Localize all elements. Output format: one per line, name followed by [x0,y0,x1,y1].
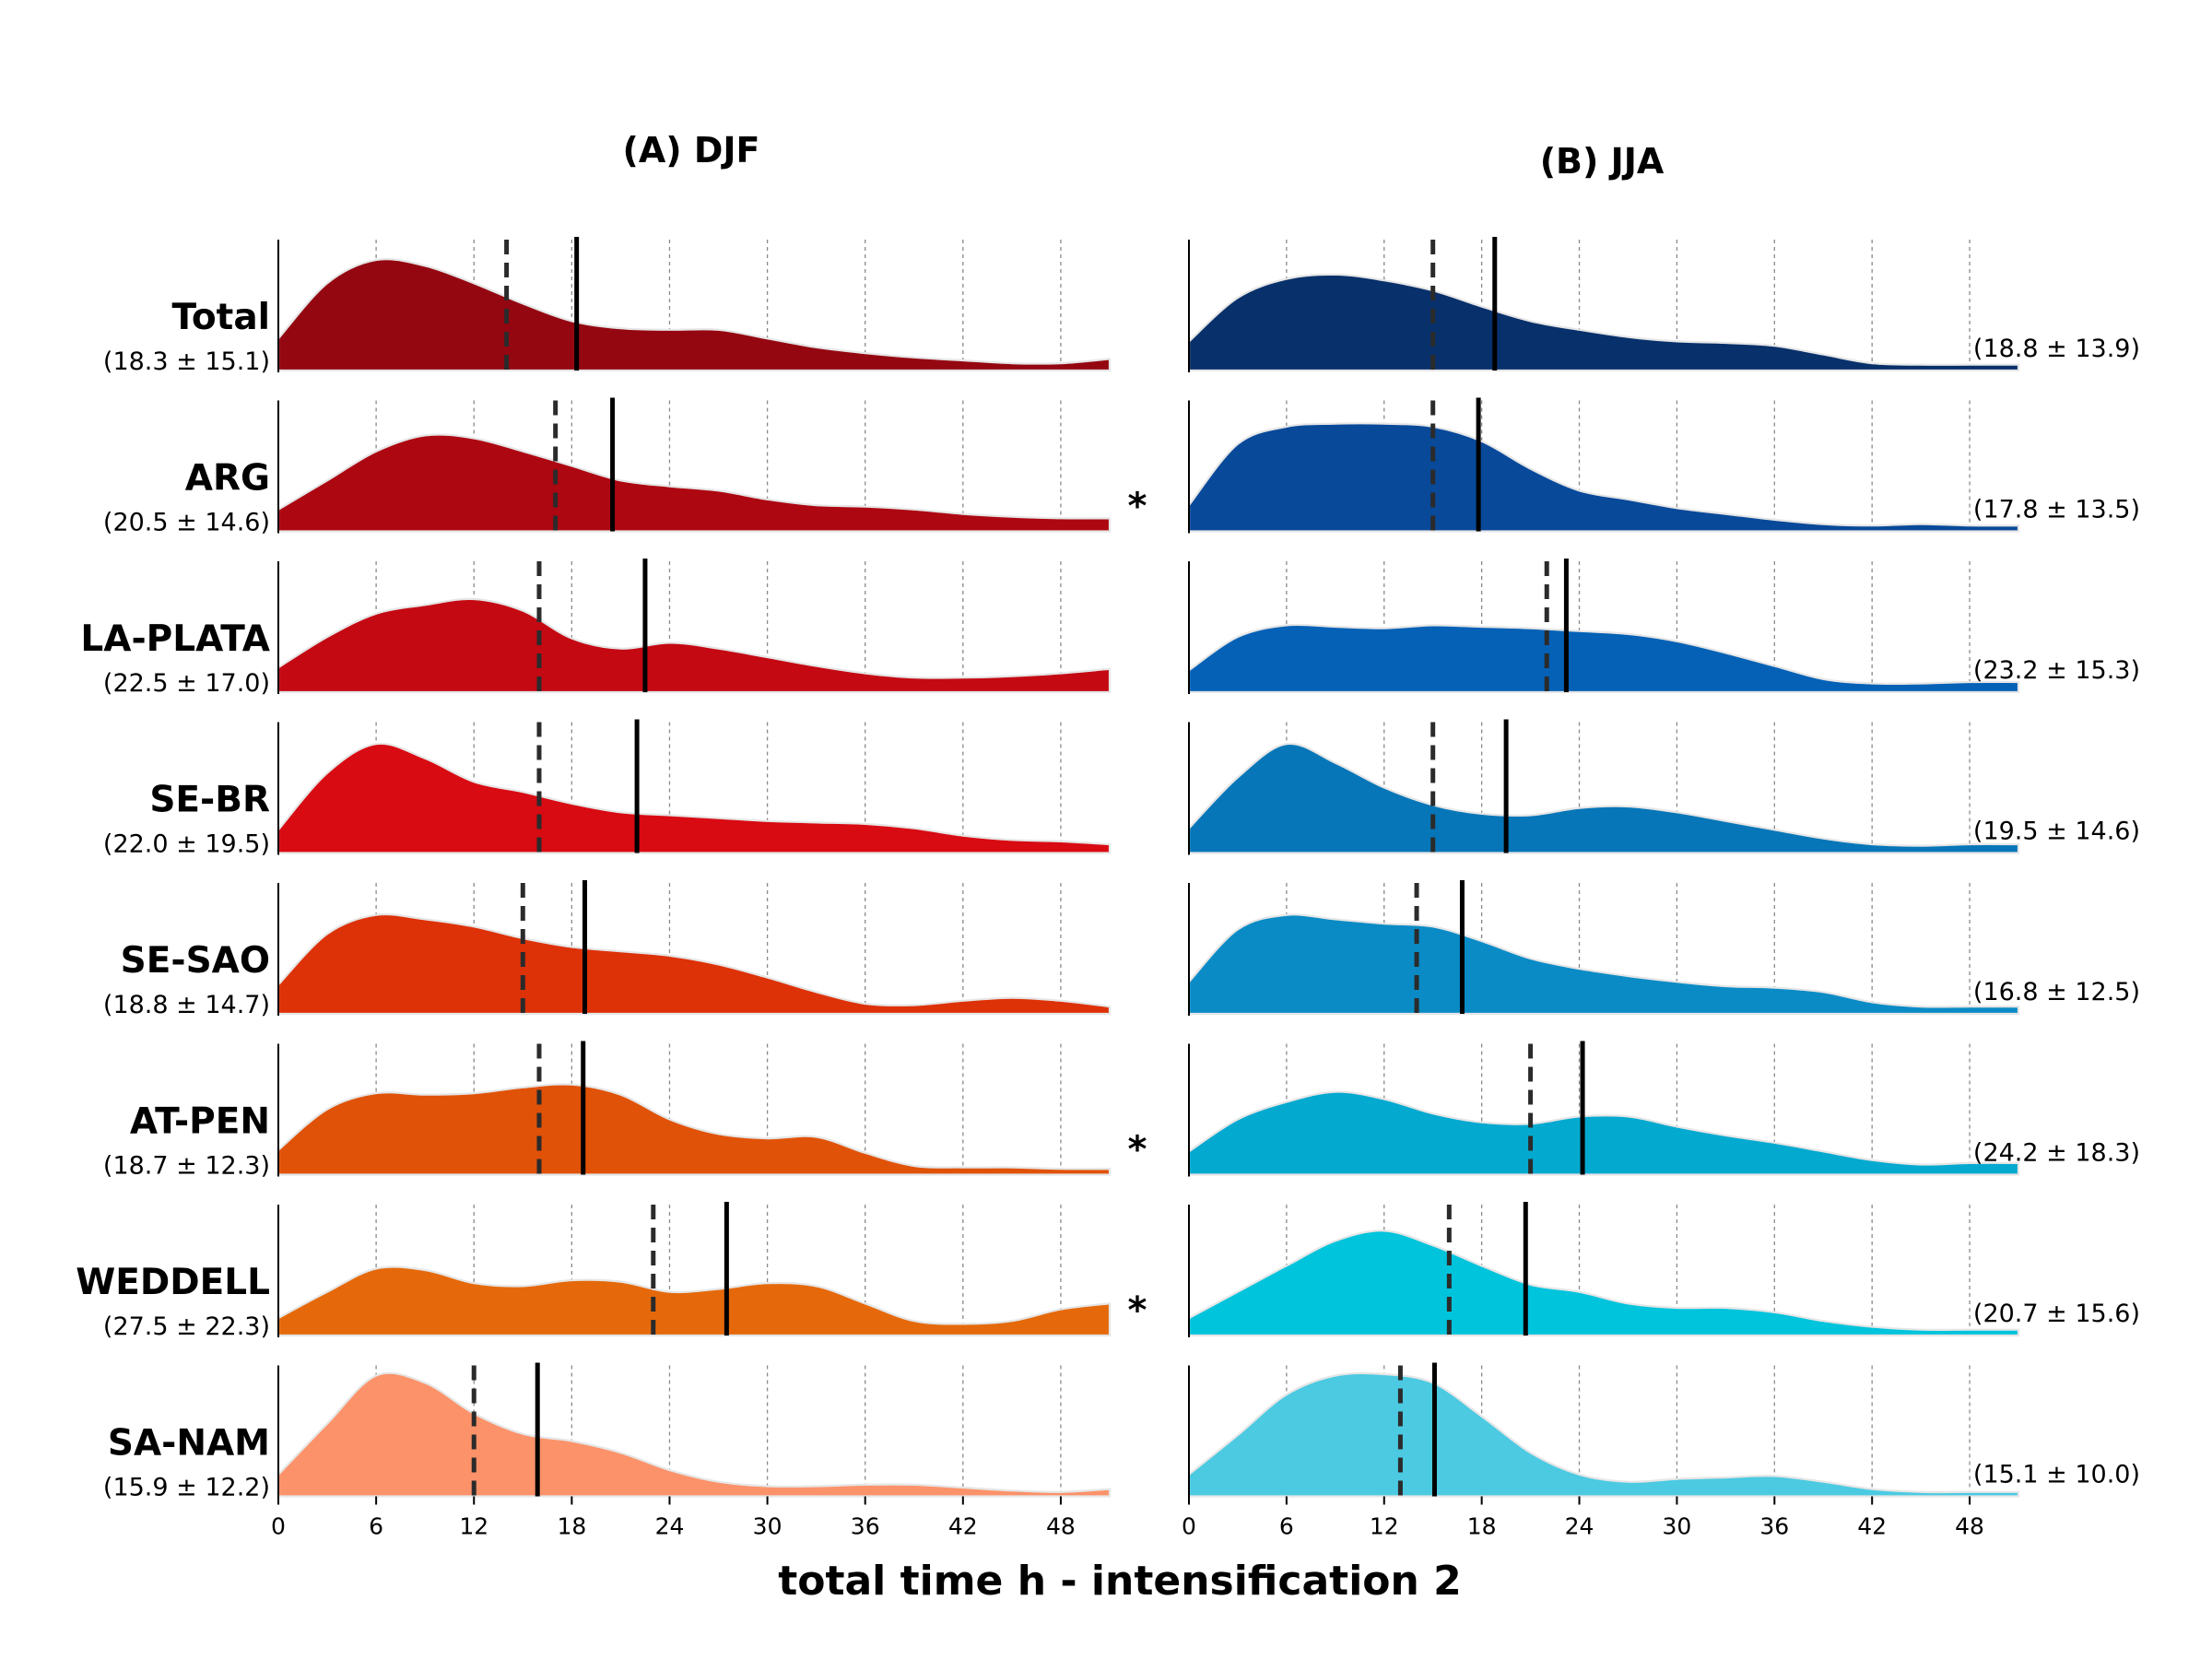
x-tick-label: 12 [1370,1513,1399,1540]
ridge-row-weddell: (20.7 ± 15.6) [1187,1202,2140,1337]
ridge-row-arg: (17.8 ± 13.5) [1187,397,2140,534]
density-area [276,597,1112,694]
panel-title: (B) JJA [1540,141,1665,182]
density-area [1187,273,2020,372]
stat-label: (19.5 ± 14.6) [1973,818,2140,846]
stat-label: (22.0 ± 19.5) [103,830,270,859]
stat-label: (15.1 ± 10.0) [1973,1461,2140,1489]
panels: (A) DJF Total (18.3 ± 15.1) ARG (20.5 ± 14.6… [76,130,2140,1540]
x-tick-label: 30 [753,1513,782,1540]
ridge-row-la-plata: LA-PLATA (22.5 ± 17.0) [80,559,1112,698]
significance-asterisk: * [1128,486,1147,528]
x-tick-label: 36 [851,1513,880,1540]
ridge-row-se-br: SE-BR (22.0 ± 19.5) [103,719,1112,859]
ridge-row-at-pen: AT-PEN (18.7 ± 12.3) [103,1041,1112,1181]
stat-label: (20.5 ± 14.6) [103,509,270,537]
ridge-row-se-sao: (16.8 ± 12.5) [1187,880,2140,1016]
x-tick-label: 0 [271,1513,286,1540]
region-label: SA-NAM [108,1423,270,1465]
region-label: SE-BR [149,780,270,821]
density-area [1187,422,2020,533]
x-tick-label: 0 [1182,1513,1196,1540]
stat-label: (23.2 ± 15.3) [1973,656,2140,685]
region-label: AT-PEN [130,1101,270,1143]
x-tick-label: 18 [1467,1513,1497,1540]
density-area [276,258,1112,372]
ridge-row-arg: ARG (20.5 ± 14.6) [103,397,1112,537]
x-tick-label: 42 [1857,1513,1887,1540]
x-tick-label: 6 [369,1513,383,1540]
panel-title: (A) DJF [622,130,759,171]
density-area [1187,1230,2020,1337]
density-area [1187,623,2020,694]
region-label: ARG [185,458,270,500]
density-area [1187,1090,2020,1176]
ridge-row-total: Total (18.3 ± 15.1) [103,237,1112,376]
density-area [1187,742,2020,854]
ridge-row-sa-nam: SA-NAM (15.9 ± 12.2) [103,1362,1112,1502]
density-area [1187,913,2020,1016]
stat-label: (20.7 ± 15.6) [1973,1300,2140,1328]
panel-djf: (A) DJF Total (18.3 ± 15.1) ARG (20.5 ± 14.6… [76,130,1112,1540]
density-area [276,1371,1112,1498]
stat-label: (18.8 ± 13.9) [1973,335,2140,363]
region-label: LA-PLATA [80,618,270,660]
x-tick-label: 42 [948,1513,978,1540]
ridge-row-at-pen: (24.2 ± 18.3) [1187,1041,2140,1177]
ridge-row-weddell: WEDDELL (27.5 ± 22.3) [76,1202,1112,1341]
stat-label: (16.8 ± 12.5) [1973,978,2140,1006]
x-tick-label: 6 [1279,1513,1294,1540]
stat-label: (18.7 ± 12.3) [103,1152,270,1181]
stat-label: (27.5 ± 22.3) [103,1312,270,1341]
significance-asterisk: * [1128,1289,1147,1332]
density-area [276,1083,1112,1176]
x-tick-label: 24 [655,1513,685,1540]
ridge-row-la-plata: (23.2 ± 15.3) [1187,559,2140,694]
region-label: WEDDELL [76,1262,270,1303]
density-area [276,742,1112,854]
region-label: SE-SAO [121,940,270,982]
x-tick-label: 12 [459,1513,488,1540]
panel-jja: (B) JJA (18.8 ± 13.9) (17.8 ± 13.5) (23.2 ±… [1182,141,2140,1540]
ridge-row-se-br: (19.5 ± 14.6) [1187,719,2140,855]
stat-label: (18.3 ± 15.1) [103,347,270,376]
x-tick-label: 18 [557,1513,586,1540]
density-area [276,912,1112,1016]
density-area [1187,1371,2020,1498]
x-tick-label: 30 [1663,1513,1692,1540]
x-tick-label: 36 [1759,1513,1789,1540]
x-tick-label: 48 [1046,1513,1076,1540]
region-label: Total [171,297,270,338]
x-tick-label: 24 [1565,1513,1594,1540]
ridge-row-total: (18.8 ± 13.9) [1187,237,2140,372]
x-axis-label: total time h - intensification 2 [778,1558,1462,1605]
ridge-row-sa-nam: (15.1 ± 10.0) [1187,1362,2140,1499]
density-area [276,1265,1112,1337]
ridge-row-se-sao: SE-SAO (18.8 ± 14.7) [103,880,1112,1019]
stat-label: (15.9 ± 12.2) [103,1474,270,1502]
stat-label: (18.8 ± 14.7) [103,991,270,1019]
stat-label: (24.2 ± 18.3) [1973,1139,2140,1168]
density-area [276,433,1112,533]
x-tick-label: 48 [1955,1513,1984,1540]
stat-label: (17.8 ± 13.5) [1973,496,2140,524]
significance-asterisk: * [1128,1129,1147,1171]
stat-label: (22.5 ± 17.0) [103,669,270,698]
